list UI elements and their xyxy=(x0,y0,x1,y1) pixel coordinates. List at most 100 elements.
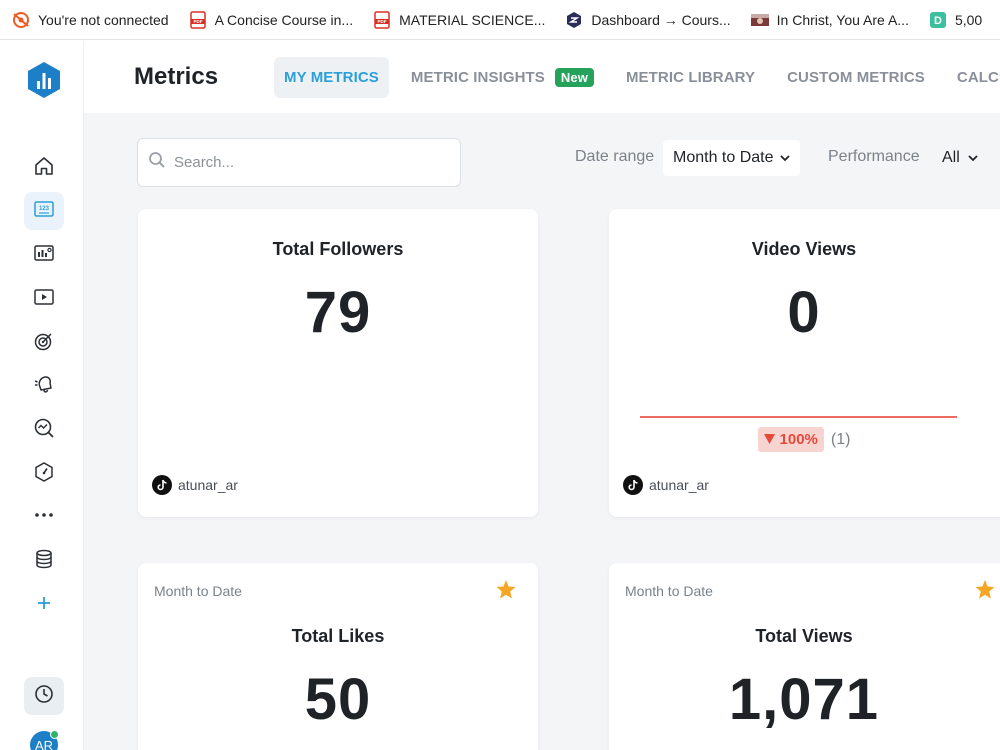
dashboard-icon xyxy=(33,242,55,269)
performance-select[interactable]: All xyxy=(932,140,988,176)
svg-text:PDF: PDF xyxy=(193,19,202,24)
goals-icon xyxy=(33,330,55,357)
nav-dashboards[interactable] xyxy=(24,236,64,274)
account-name: atunar_ar xyxy=(178,477,238,493)
triangle-down-icon xyxy=(763,431,775,448)
metric-card-video-views[interactable]: Video Views 0 100% (1) atunar_ar xyxy=(609,209,1000,517)
star-icon[interactable] xyxy=(975,580,995,604)
date-range-value: Month to Date xyxy=(673,149,774,166)
bookmark-label: You're not connected xyxy=(38,11,169,28)
metric-value: 0 xyxy=(787,280,821,345)
bookmark-concise-course[interactable]: PDF A Concise Course in... xyxy=(189,10,354,29)
tabs: MY METRICS METRIC INSIGHTS New METRIC LIB… xyxy=(274,56,1000,99)
date-range-select[interactable]: Month to Date xyxy=(663,140,800,176)
dashboard-site-icon xyxy=(565,11,583,29)
nav-history[interactable] xyxy=(24,677,64,715)
tab-label: METRIC INSIGHTS xyxy=(410,69,545,86)
bookmark-material-science[interactable]: PDF MATERIAL SCIENCE... xyxy=(373,10,546,29)
tiktok-icon xyxy=(623,475,643,495)
header: Metrics MY METRICS METRIC INSIGHTS New ME… xyxy=(84,41,1000,113)
search-input[interactable] xyxy=(174,154,434,171)
account-tag[interactable]: atunar_ar xyxy=(152,475,238,495)
metric-card-total-likes[interactable]: Month to Date Total Likes 50 xyxy=(138,563,538,750)
nav-alerts[interactable] xyxy=(24,367,64,405)
metric-card-total-followers[interactable]: Total Followers 79 atunar_ar xyxy=(138,209,538,517)
app-window: 123 AR xyxy=(4,41,1000,750)
tab-custom-metrics[interactable]: CUSTOM METRICS xyxy=(777,57,935,98)
performance-value: All xyxy=(942,149,960,166)
chevron-down-icon xyxy=(779,149,790,167)
change-percent: 100% xyxy=(779,431,818,448)
nav-videos[interactable] xyxy=(24,280,64,318)
tab-my-metrics[interactable]: MY METRICS xyxy=(274,57,389,98)
bookmarks-bar: You're not connected PDF A Concise Cours… xyxy=(0,0,1000,40)
tab-label: CUSTOM METRICS xyxy=(787,69,925,86)
brave-lion-icon xyxy=(12,11,30,29)
page-title: Metrics xyxy=(134,63,219,90)
period-label: Month to Date xyxy=(625,583,713,599)
bookmark-label: MATERIAL SCIENCE... xyxy=(399,11,546,28)
tab-calculated[interactable]: CALCUL xyxy=(947,57,1000,98)
more-icon xyxy=(33,504,55,531)
new-badge: New xyxy=(554,68,594,87)
nav-goals[interactable] xyxy=(24,324,64,362)
benchmark-icon xyxy=(33,461,55,488)
change-indicator: 100% (1) xyxy=(609,427,999,452)
tab-label: METRIC LIBRARY xyxy=(625,69,756,86)
svg-text:PDF: PDF xyxy=(378,19,387,24)
search-box[interactable] xyxy=(137,138,461,187)
pdf-icon: PDF xyxy=(373,10,391,29)
performance-label: Performance xyxy=(828,148,920,165)
period-label: Month to Date xyxy=(154,583,242,599)
tab-metric-insights[interactable]: METRIC INSIGHTS New xyxy=(401,56,604,99)
metric-title: Total Followers xyxy=(272,239,404,259)
metric-value: 50 xyxy=(304,667,372,732)
bookmark-dashboard-courses[interactable]: Dashboard → Cours... xyxy=(565,11,731,29)
metric-title: Video Views xyxy=(751,239,857,259)
account-tag[interactable]: atunar_ar xyxy=(623,475,709,495)
metric-card-total-views[interactable]: Month to Date Total Views 1,071 xyxy=(609,563,1000,750)
data-icon xyxy=(33,548,55,575)
nav-more[interactable] xyxy=(24,498,64,536)
search-icon xyxy=(148,151,166,174)
bookmark-in-christ[interactable]: In Christ, You Are A... xyxy=(750,11,909,29)
nav-data[interactable] xyxy=(24,542,64,580)
home-icon xyxy=(33,155,55,182)
star-icon[interactable] xyxy=(496,580,516,604)
metric-value: 1,071 xyxy=(728,667,880,732)
pdf-icon: PDF xyxy=(189,10,207,29)
bookmark-not-connected[interactable]: You're not connected xyxy=(12,11,169,29)
add-icon xyxy=(33,592,55,619)
svg-text:123: 123 xyxy=(39,206,50,212)
video-icon xyxy=(33,286,55,313)
change-count: (1) xyxy=(830,430,851,448)
bookmark-label: A Concise Course in... xyxy=(214,11,354,28)
change-pill: 100% xyxy=(757,427,824,452)
nav-metrics[interactable]: 123 xyxy=(24,192,64,230)
nav-home[interactable] xyxy=(24,149,64,187)
app-logo[interactable] xyxy=(25,61,63,99)
tiktok-icon xyxy=(152,475,172,495)
metric-title: Total Likes xyxy=(291,626,385,646)
d-site-icon: D xyxy=(929,11,947,29)
avatar-initials: AR xyxy=(34,737,54,750)
account-name: atunar_ar xyxy=(649,477,709,493)
metric-title: Total Views xyxy=(755,626,853,646)
avatar[interactable]: AR xyxy=(30,730,59,750)
bookmark-label: Dashboard → Cours... xyxy=(591,11,731,28)
tab-label: MY METRICS xyxy=(284,69,379,86)
nav-benchmarks[interactable] xyxy=(24,455,64,493)
bookmark-5000[interactable]: D 5,00 xyxy=(929,11,982,29)
svg-text:D: D xyxy=(934,15,942,27)
insights-icon xyxy=(33,417,55,444)
nav-add[interactable] xyxy=(24,586,64,624)
metric-value: 79 xyxy=(304,280,372,345)
tab-metric-library[interactable]: METRIC LIBRARY xyxy=(616,57,765,98)
bookmark-label: 5,00 xyxy=(954,11,983,28)
date-range-label: Date range xyxy=(575,148,655,165)
sidebar: 123 AR xyxy=(4,41,84,750)
nav-insights[interactable] xyxy=(24,411,64,449)
bookmark-label: In Christ, You Are A... xyxy=(776,11,909,28)
tab-label: CALCUL xyxy=(956,69,1000,86)
online-status-dot xyxy=(50,730,59,739)
